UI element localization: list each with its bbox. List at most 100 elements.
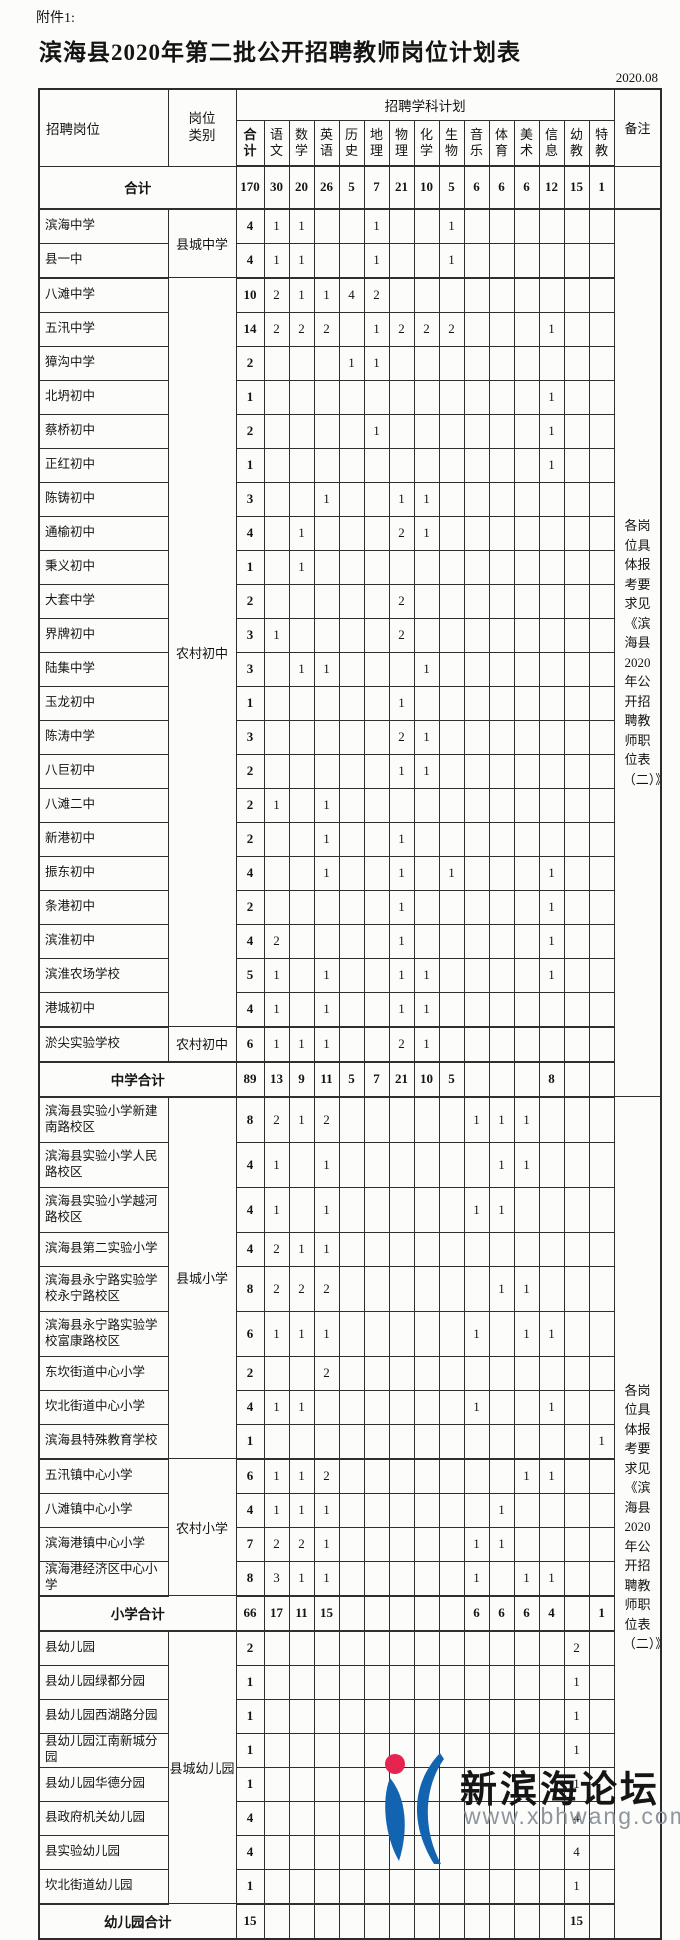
plan-value-cell bbox=[438, 515, 465, 551]
plan-value-cell bbox=[288, 379, 315, 415]
plan-value-cell bbox=[413, 1458, 440, 1494]
plan-value-cell bbox=[338, 787, 365, 823]
plan-value-cell bbox=[413, 1310, 440, 1357]
plan-value-cell bbox=[313, 889, 340, 925]
school-name-cell: 滨淮农场学校 bbox=[38, 957, 169, 993]
plan-value-cell: 15 bbox=[563, 165, 590, 210]
plan-value-cell: 17 bbox=[263, 1595, 290, 1632]
table-row: 港城初中 4 1 1 1 1 bbox=[38, 991, 661, 1028]
plan-value-cell bbox=[313, 1903, 340, 1939]
plan-value-cell bbox=[488, 1868, 515, 1905]
header-subject-0: 合 计 bbox=[235, 120, 265, 167]
plan-value-cell bbox=[563, 1458, 590, 1494]
plan-value-cell bbox=[563, 1595, 590, 1632]
plan-value-cell: 1 bbox=[288, 1492, 315, 1528]
plan-value-cell bbox=[338, 957, 365, 993]
plan-value-cell bbox=[513, 515, 540, 551]
plan-value-cell bbox=[588, 617, 615, 653]
school-name-cell: 坎北街道幼儿园 bbox=[38, 1868, 169, 1905]
plan-value-cell: 1 bbox=[363, 208, 390, 244]
plan-value-cell bbox=[563, 1096, 590, 1143]
plan-value-cell bbox=[588, 1492, 615, 1528]
plan-value-cell bbox=[438, 1096, 465, 1143]
plan-value-cell bbox=[513, 1423, 540, 1460]
remark-cell bbox=[613, 165, 662, 210]
plan-value-cell bbox=[388, 1903, 415, 1939]
total-value-cell: 4 bbox=[235, 923, 265, 959]
plan-value-cell: 1 bbox=[313, 1231, 340, 1267]
table-row: 滨海县实验小学越河路校区 4 1 1 1 1 bbox=[38, 1186, 661, 1233]
plan-value-cell bbox=[388, 447, 415, 483]
plan-value-cell bbox=[513, 413, 540, 449]
plan-value-cell bbox=[313, 1664, 340, 1700]
plan-value-cell bbox=[588, 1265, 615, 1312]
plan-value-cell bbox=[563, 617, 590, 653]
category-cell: 县城中学 bbox=[167, 208, 237, 278]
plan-value-cell bbox=[538, 515, 565, 551]
total-value-cell: 4 bbox=[235, 991, 265, 1028]
plan-value-cell bbox=[488, 242, 515, 279]
plan-value-cell bbox=[363, 923, 390, 959]
plan-value-cell: 1 bbox=[288, 277, 315, 313]
plan-value-cell bbox=[513, 583, 540, 619]
plan-value-cell: 1 bbox=[413, 481, 440, 517]
plan-value-cell bbox=[463, 1664, 490, 1700]
header-subject-14: 特 教 bbox=[588, 120, 615, 167]
plan-value-cell bbox=[438, 1595, 465, 1632]
plan-value-cell bbox=[488, 753, 515, 789]
plan-value-cell bbox=[438, 1186, 465, 1233]
plan-value-cell bbox=[563, 923, 590, 959]
plan-value-cell: 1 bbox=[388, 923, 415, 959]
plan-value-cell bbox=[263, 821, 290, 857]
date-label: 2020.08 bbox=[615, 70, 658, 85]
plan-value-cell bbox=[463, 1698, 490, 1734]
plan-value-cell bbox=[513, 447, 540, 483]
plan-value-cell bbox=[263, 379, 290, 415]
total-value-cell: 4 bbox=[235, 242, 265, 279]
plan-value-cell: 1 bbox=[388, 821, 415, 857]
plan-value-cell bbox=[438, 1310, 465, 1357]
plan-value-cell bbox=[363, 855, 390, 891]
school-name-cell: 陈铸初中 bbox=[38, 481, 169, 517]
school-name-cell: 八滩中学 bbox=[38, 277, 169, 313]
plan-value-cell bbox=[538, 685, 565, 721]
plan-value-cell bbox=[288, 787, 315, 823]
plan-value-cell bbox=[363, 719, 390, 755]
plan-value-cell bbox=[388, 379, 415, 415]
plan-value-cell bbox=[413, 1630, 440, 1666]
plan-value-cell: 6 bbox=[463, 1595, 490, 1632]
table-row: 陈涛中学 3 2 1 bbox=[38, 719, 661, 755]
plan-value-cell bbox=[513, 855, 540, 891]
plan-value-cell bbox=[488, 821, 515, 857]
plan-value-cell bbox=[388, 1389, 415, 1425]
plan-value-cell bbox=[413, 549, 440, 585]
total-value-cell: 6 bbox=[235, 1310, 265, 1357]
plan-value-cell bbox=[263, 1698, 290, 1734]
total-value-cell: 1 bbox=[235, 549, 265, 585]
plan-value-cell: 1 bbox=[388, 753, 415, 789]
plan-value-cell bbox=[263, 651, 290, 687]
school-name-cell: 县政府机关幼儿园 bbox=[38, 1800, 169, 1836]
plan-value-cell bbox=[588, 583, 615, 619]
table-row: 滨海县永宁路实验学校永宁路校区 8 2 2 2 1 1 bbox=[38, 1265, 661, 1312]
plan-value-cell bbox=[363, 821, 390, 857]
plan-value-cell: 2 bbox=[313, 1355, 340, 1391]
school-name-cell: 港城初中 bbox=[38, 991, 169, 1028]
plan-value-cell: 2 bbox=[263, 923, 290, 959]
plan-value-cell bbox=[388, 345, 415, 381]
plan-value-cell bbox=[488, 1766, 515, 1802]
plan-value-cell bbox=[563, 1560, 590, 1597]
page-title: 滨海县2020年第二批公开招聘教师岗位计划表 bbox=[39, 40, 521, 65]
plan-value-cell bbox=[438, 617, 465, 653]
plan-value-cell: 1 bbox=[288, 1026, 315, 1063]
plan-value-cell: 6 bbox=[463, 165, 490, 210]
plan-value-cell bbox=[288, 1186, 315, 1233]
plan-value-cell: 2 bbox=[288, 311, 315, 347]
plan-value-cell bbox=[563, 1061, 590, 1098]
plan-value-cell bbox=[363, 1560, 390, 1597]
remark-cell: 各岗位具体报考要求见《滨海县2020年公开招聘教师职位表（二）》 bbox=[613, 1096, 662, 1939]
total-value-cell: 4 bbox=[235, 1231, 265, 1267]
school-name-cell: 大套中学 bbox=[38, 583, 169, 619]
plan-value-cell: 1 bbox=[313, 855, 340, 891]
plan-value-cell bbox=[288, 855, 315, 891]
